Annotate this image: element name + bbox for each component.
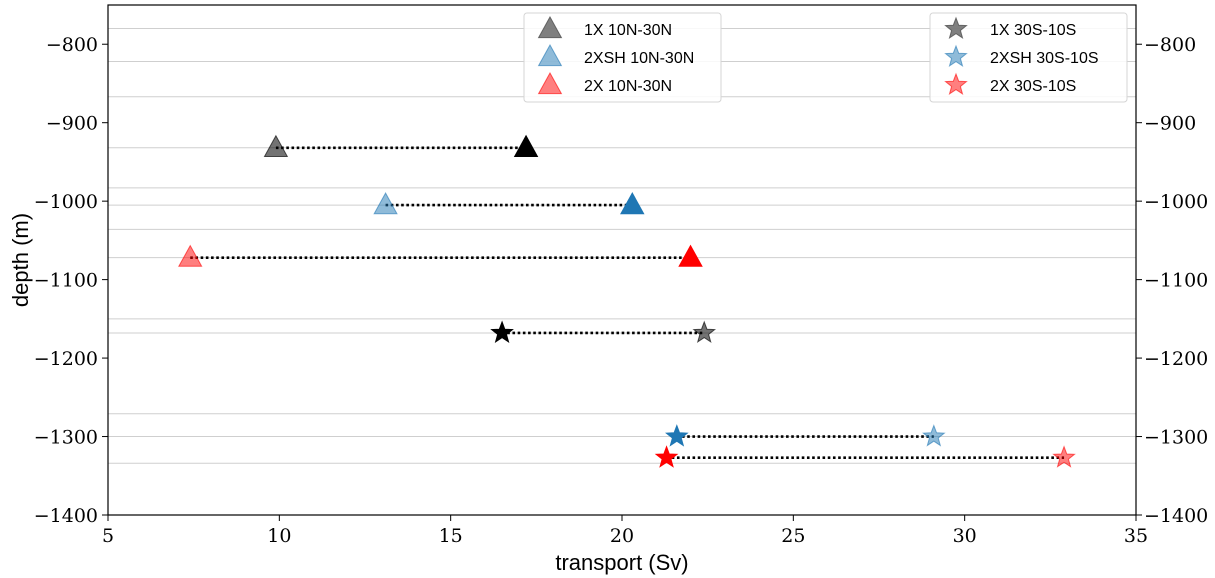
connector-lines xyxy=(190,146,1065,460)
legend-upper-right: 1X 30S-10S 2XSH 30S-10S 2X 30S-10S xyxy=(929,12,1128,103)
legend-star-marker xyxy=(944,72,968,96)
y-tick-label-right: −1100 xyxy=(1144,270,1208,292)
legend-label: 2XSH 30S-10S xyxy=(990,50,1099,67)
x-tick-label: 5 xyxy=(102,525,114,547)
triangle-marker xyxy=(678,244,703,267)
y-tick-label-right: −1400 xyxy=(1144,505,1208,527)
axes: 5 10 15 20 25 30 35 −800 −800 −900 −900 −1000 −1000 −… xyxy=(34,4,1208,547)
y-tick-label-right: −1300 xyxy=(1144,427,1208,449)
legend-label: 2XSH 10N-30N xyxy=(584,50,694,67)
y-tick-label-right: −900 xyxy=(1144,113,1196,135)
x-axis-label: transport (Sv) xyxy=(555,550,688,575)
y-tick-label-left: −1200 xyxy=(34,348,98,370)
legend-label: 2X 10N-30N xyxy=(584,78,672,95)
legends: 1X 10N-30N 2XSH 10N-30N 2X 10N-30N 1X 30S-1… xyxy=(523,12,1128,103)
legend-triangle-marker xyxy=(537,43,563,67)
star-marker xyxy=(654,445,679,468)
x-tick-label: 10 xyxy=(267,525,291,547)
legend-star-marker xyxy=(944,44,968,68)
legend-triangle-marker xyxy=(537,15,563,39)
triangle-marker xyxy=(620,192,645,215)
y-tick-label-left: −1000 xyxy=(34,191,98,213)
x-tick-label: 35 xyxy=(1124,525,1148,547)
x-tick-label: 15 xyxy=(439,525,463,547)
y-tick-label-left: −1100 xyxy=(34,270,98,292)
y-tick-label-right: −1000 xyxy=(1144,191,1208,213)
star-marker xyxy=(1052,445,1076,468)
y-tick-label-right: −800 xyxy=(1144,34,1196,56)
x-tick-label: 20 xyxy=(610,525,634,547)
y-tick-label-left: −800 xyxy=(46,34,98,56)
data-markers xyxy=(177,134,1076,468)
triangle-marker xyxy=(373,192,398,215)
y-tick-label-left: −900 xyxy=(46,113,98,135)
star-marker xyxy=(922,424,946,447)
legend-label: 2X 30S-10S xyxy=(990,78,1076,95)
legend-box xyxy=(929,12,1128,103)
y-tick-label-left: −1400 xyxy=(34,505,98,527)
legend-upper-center: 1X 10N-30N 2XSH 10N-30N 2X 10N-30N xyxy=(523,12,722,103)
x-tick-label: 30 xyxy=(953,525,977,547)
legend-star-marker xyxy=(944,16,968,40)
star-marker xyxy=(490,320,514,344)
triangle-marker xyxy=(513,134,539,157)
legend-box xyxy=(523,12,722,103)
triangle-marker xyxy=(177,244,203,267)
star-marker xyxy=(692,320,717,344)
x-tick-label: 25 xyxy=(781,525,805,547)
y-tick-label-right: −1200 xyxy=(1144,348,1208,370)
legend-label: 1X 10N-30N xyxy=(584,22,672,39)
y-axis-label: depth (m) xyxy=(8,213,33,307)
star-marker xyxy=(665,424,689,447)
legend-triangle-marker xyxy=(537,71,563,95)
legend-label: 1X 30S-10S xyxy=(990,22,1076,39)
y-tick-label-left: −1300 xyxy=(34,427,98,449)
triangle-marker xyxy=(263,134,289,157)
